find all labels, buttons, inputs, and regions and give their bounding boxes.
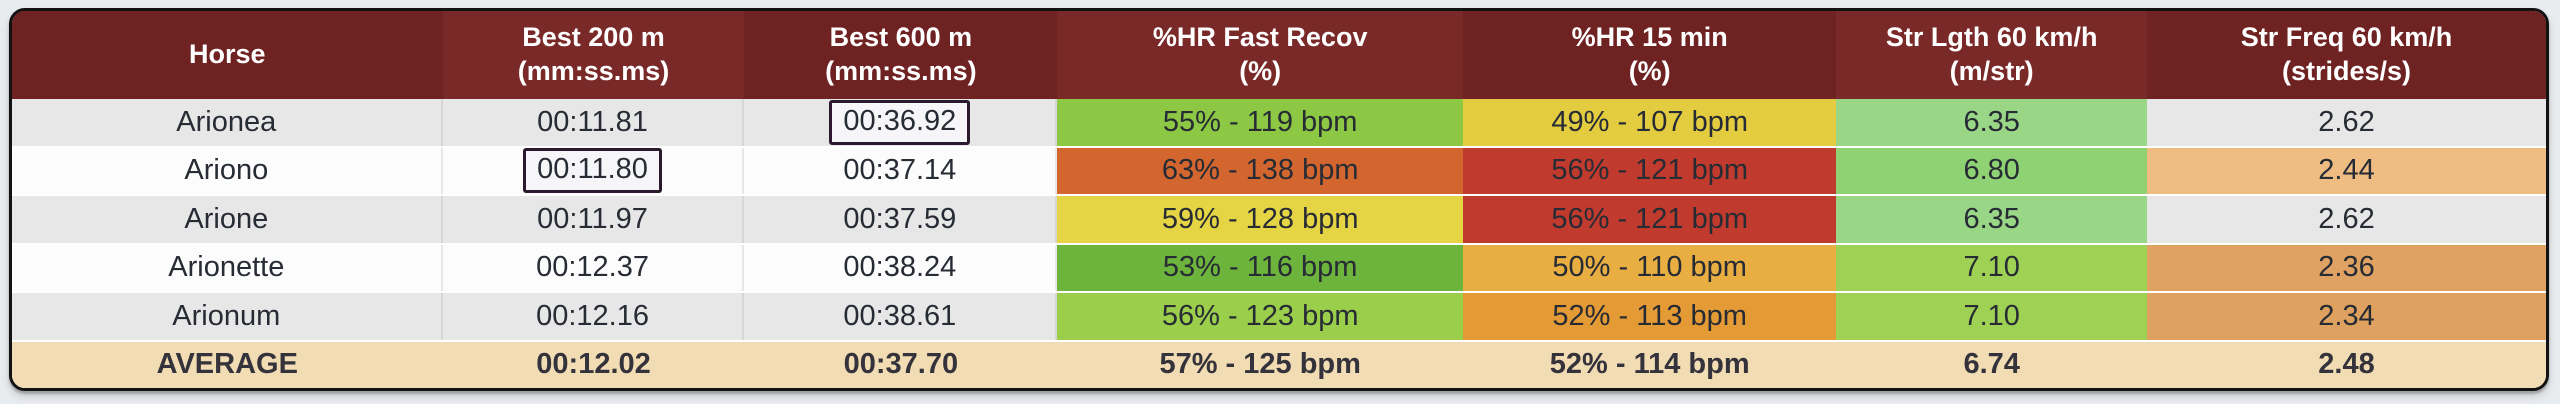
cell-str-freq: 2.34: [2147, 293, 2546, 340]
cell-hr-15min: 50% - 110 bpm: [1463, 244, 1837, 291]
cell-horse-name: AVERAGE: [12, 341, 443, 388]
cell-best-600m: 00:38.61: [744, 293, 1058, 340]
column-header-horse: Horse: [12, 11, 443, 99]
cell-hr-15min: 56% - 121 bpm: [1463, 147, 1837, 194]
cell-str-freq: 2.48: [2147, 341, 2546, 388]
cell-str-freq: 2.62: [2147, 196, 2546, 243]
cell-hr-fast-recov: 56% - 123 bpm: [1057, 293, 1464, 340]
cell-hr-15min: 56% - 121 bpm: [1463, 196, 1837, 243]
table-row-arionette: Arionette 00:12.37 00:38.24 53% - 116 bp…: [12, 242, 2546, 291]
cell-str-freq: 2.62: [2147, 99, 2546, 146]
cell-horse-name: Arione: [12, 196, 443, 243]
best-time-highlight-box: 00:36.92: [829, 99, 971, 145]
best-time-highlight-box: 00:11.80: [523, 148, 662, 194]
cell-hr-15min: 52% - 114 bpm: [1463, 341, 1837, 388]
cell-horse-name: Arionea: [12, 99, 443, 146]
column-header-str-lgth: Str Lgth 60 km/h (m/str): [1836, 11, 2148, 99]
cell-best-200m: 00:11.97: [442, 196, 745, 243]
cell-best-600m: 00:38.24: [744, 244, 1058, 291]
cell-hr-fast-recov: 59% - 128 bpm: [1057, 196, 1464, 243]
cell-str-freq: 2.36: [2147, 244, 2546, 291]
column-header-hr-fast-recov: %HR Fast Recov (%): [1057, 11, 1464, 99]
cell-hr-fast-recov: 53% - 116 bpm: [1057, 244, 1464, 291]
cell-best-200m: 00:11.81: [442, 99, 745, 146]
cell-hr-15min: 49% - 107 bpm: [1463, 99, 1837, 146]
cell-str-lgth: 7.10: [1836, 244, 2148, 291]
cell-best-200m: 00:12.37: [442, 244, 745, 291]
cell-str-lgth: 6.80: [1836, 147, 2148, 194]
cell-str-lgth: 6.74: [1836, 341, 2148, 388]
column-header-best-200m: Best 200 m (mm:ss.ms): [442, 11, 745, 99]
cell-best-200m: 00:12.16: [442, 293, 745, 340]
table-row-ariono: Ariono 00:11.80 00:37.14 63% - 138 bpm 5…: [12, 145, 2546, 194]
cell-best-200m: 00:11.80: [442, 147, 745, 194]
table-row-arionum: Arionum 00:12.16 00:38.61 56% - 123 bpm …: [12, 291, 2546, 340]
column-header-str-freq: Str Freq 60 km/h (strides/s): [2147, 11, 2546, 99]
cell-hr-fast-recov: 57% - 125 bpm: [1057, 341, 1464, 388]
cell-str-freq: 2.44: [2147, 147, 2546, 194]
table-row-arionea: Arionea 00:11.81 00:36.92 55% - 119 bpm …: [12, 99, 2546, 146]
cell-best-600m: 00:37.70: [744, 341, 1058, 388]
cell-best-600m: 00:37.59: [744, 196, 1058, 243]
cell-horse-name: Arionum: [12, 293, 443, 340]
performance-table: Horse Best 200 m (mm:ss.ms) Best 600 m (…: [9, 8, 2549, 391]
column-header-hr-15min: %HR 15 min (%): [1463, 11, 1837, 99]
table-header-row: Horse Best 200 m (mm:ss.ms) Best 600 m (…: [12, 11, 2546, 99]
column-header-best-600m: Best 600 m (mm:ss.ms): [744, 11, 1058, 99]
table-row-arione: Arione 00:11.97 00:37.59 59% - 128 bpm 5…: [12, 194, 2546, 243]
cell-str-lgth: 7.10: [1836, 293, 2148, 340]
cell-best-600m: 00:36.92: [744, 99, 1058, 146]
cell-hr-15min: 52% - 113 bpm: [1463, 293, 1837, 340]
cell-str-lgth: 6.35: [1836, 196, 2148, 243]
cell-best-200m: 00:12.02: [442, 341, 745, 388]
table-row-average: AVERAGE 00:12.02 00:37.70 57% - 125 bpm …: [12, 339, 2546, 388]
cell-hr-fast-recov: 63% - 138 bpm: [1057, 147, 1464, 194]
cell-best-600m: 00:37.14: [744, 147, 1058, 194]
cell-hr-fast-recov: 55% - 119 bpm: [1057, 99, 1464, 146]
table-body: Arionea 00:11.81 00:36.92 55% - 119 bpm …: [12, 99, 2546, 388]
cell-str-lgth: 6.35: [1836, 99, 2148, 146]
cell-horse-name: Arionette: [12, 244, 443, 291]
cell-horse-name: Ariono: [12, 147, 443, 194]
